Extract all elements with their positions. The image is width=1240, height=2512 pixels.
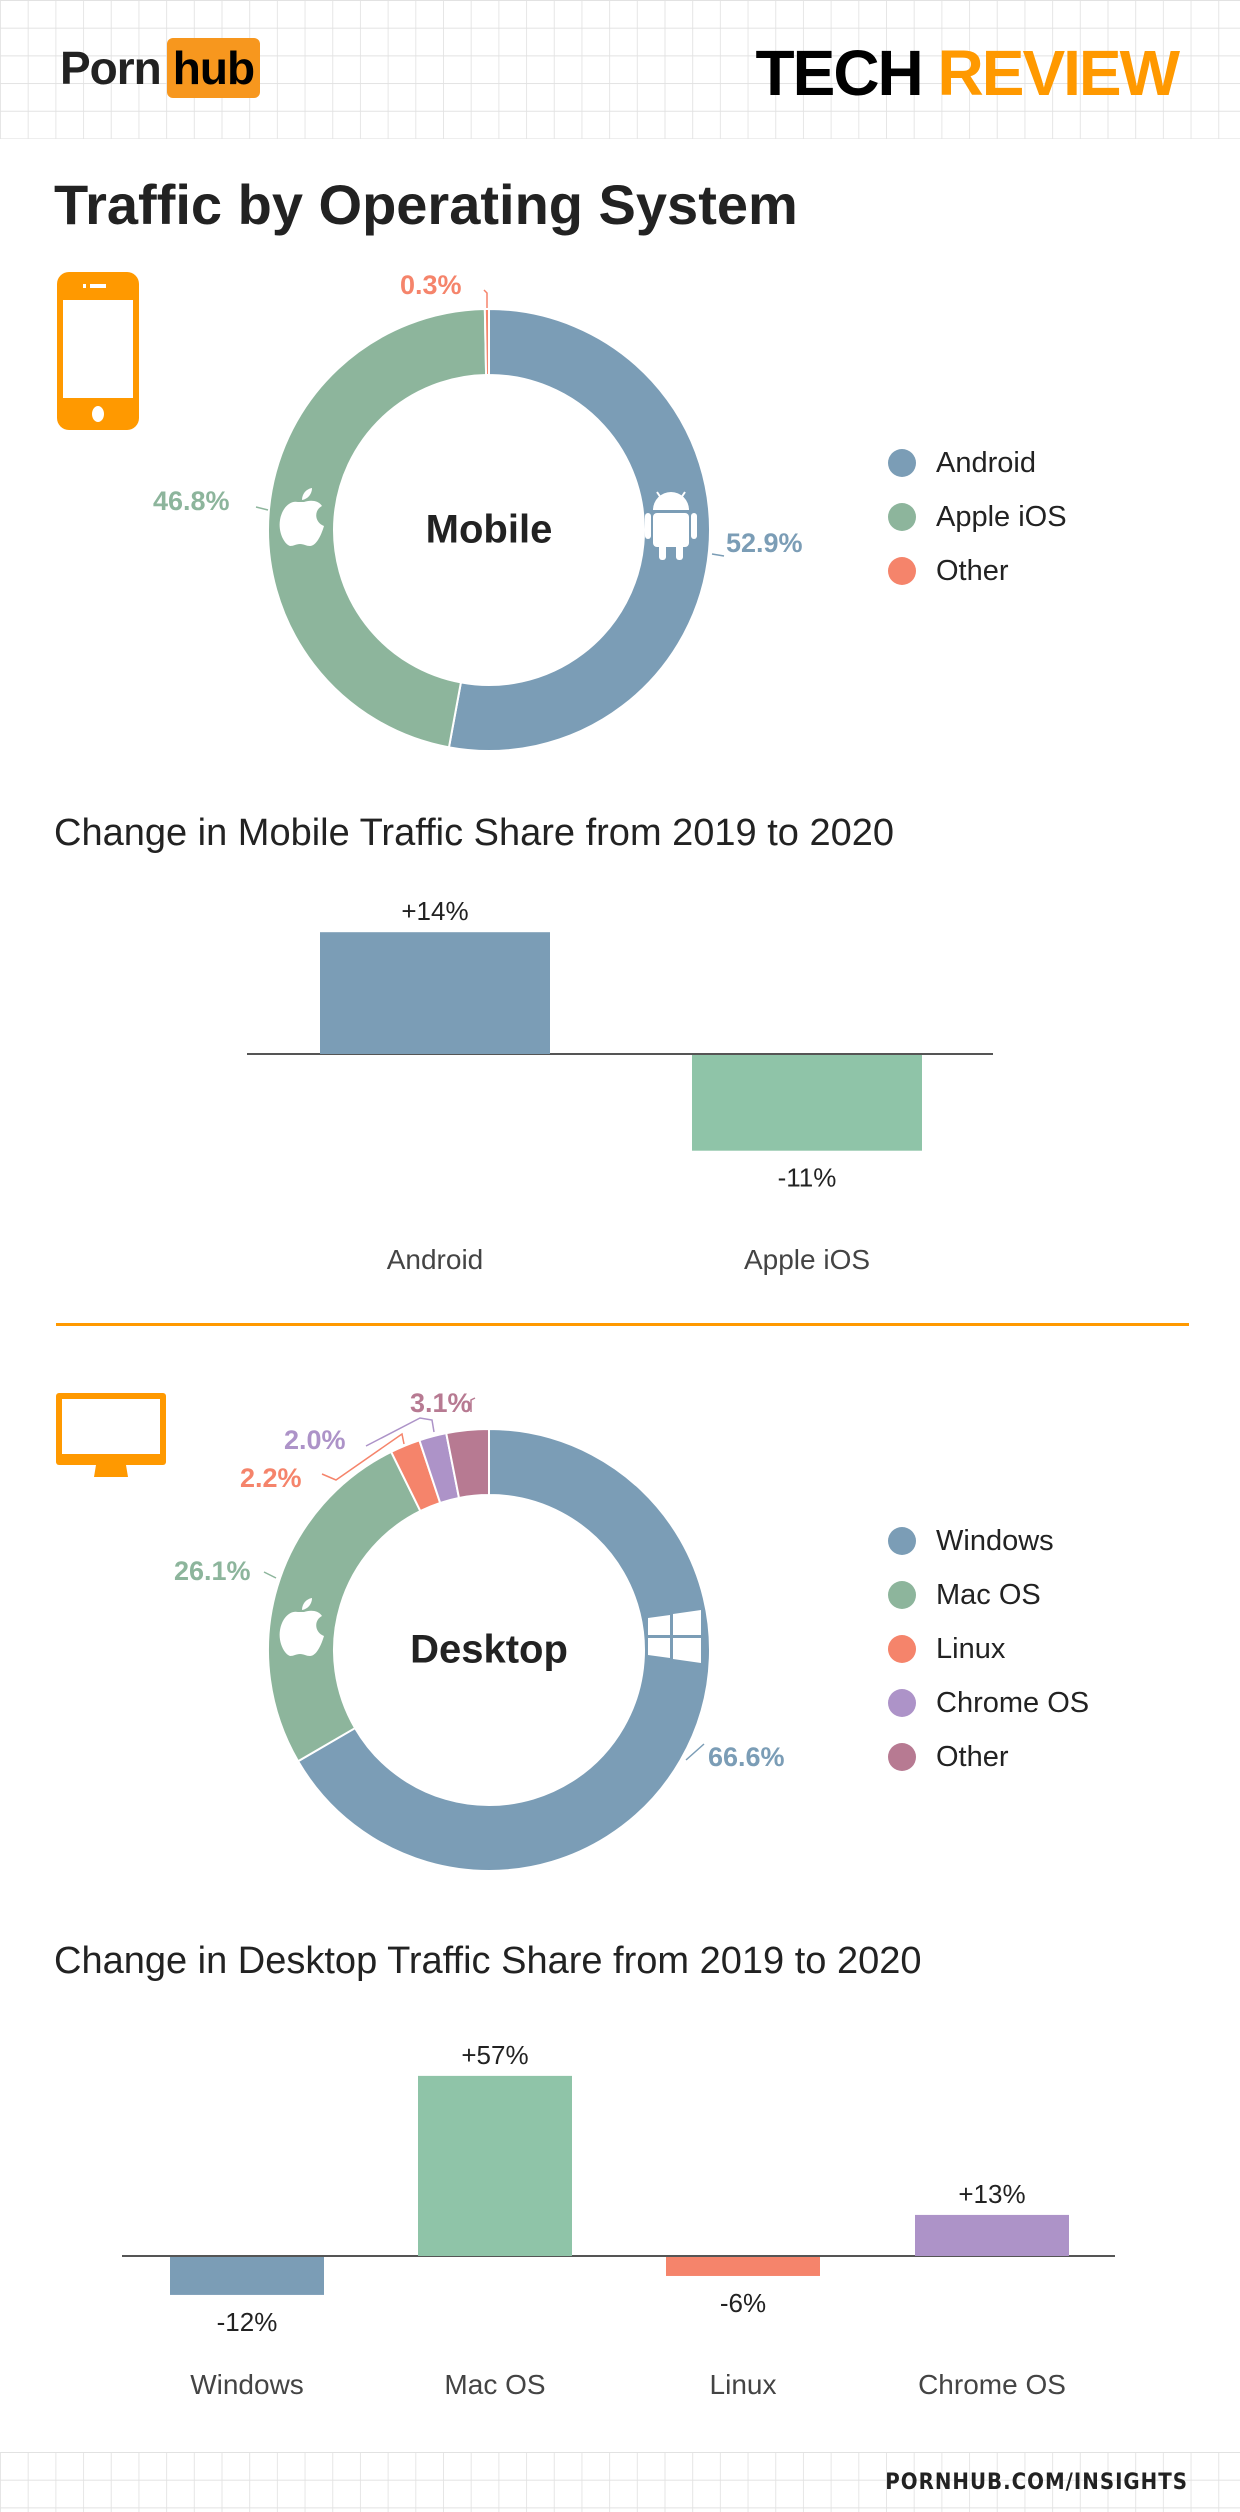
- legend-dot: [888, 1527, 916, 1555]
- review-text: REVIEW: [937, 37, 1180, 109]
- pornhub-logo: Porn hub: [60, 38, 261, 98]
- donut-center-label: Desktop: [410, 1627, 568, 1672]
- legend-label: Apple iOS: [936, 500, 1067, 533]
- bar-value-label: -6%: [720, 2288, 766, 2318]
- legend-dot: [888, 1743, 916, 1771]
- page-title: Traffic by Operating System: [54, 173, 798, 236]
- legend-dot: [888, 449, 916, 477]
- bar-value-label: +57%: [461, 2040, 528, 2070]
- donut-slice-apple-ios: [267, 308, 488, 749]
- category-label: Android: [387, 1244, 484, 1275]
- mobile-donut-chart: [255, 289, 725, 752]
- bar-mac-os: [418, 2075, 572, 2256]
- category-label: Mac OS: [444, 2369, 545, 2400]
- legend-label: Other: [936, 554, 1009, 587]
- donut-slice-android: [447, 307, 711, 752]
- smartphone-icon: [57, 272, 139, 430]
- tech-text: TECH: [755, 37, 924, 109]
- legend-item-ios: Apple iOS: [888, 490, 1067, 544]
- legend-label: Other: [936, 1740, 1009, 1773]
- legend-item-other: Other: [888, 1730, 1089, 1784]
- bar-linux: [666, 2257, 820, 2276]
- category-label: Linux: [710, 2369, 777, 2400]
- bar-windows: [170, 2257, 324, 2295]
- mobile-change-bar-chart: +14% Android -11% Apple iOS: [247, 896, 993, 1275]
- tech-review-heading: TECH REVIEW: [755, 37, 1180, 109]
- legend-dot: [888, 557, 916, 585]
- section-divider: [56, 1323, 1189, 1326]
- category-label: Chrome OS: [918, 2369, 1066, 2400]
- legend-label: Mac OS: [936, 1578, 1041, 1611]
- logo-text: Porn: [60, 42, 162, 94]
- logo-hub-text: hub: [166, 38, 261, 98]
- legend-label: Android: [936, 446, 1036, 479]
- slice-label-other: 3.1%: [410, 1388, 472, 1418]
- slice-label-windows: 66.6%: [708, 1742, 785, 1772]
- apple-icon: [279, 1598, 324, 1656]
- slice-label-chrome-os: 2.0%: [284, 1425, 346, 1455]
- legend-dot: [888, 1689, 916, 1717]
- legend-item-android: Android: [888, 436, 1067, 490]
- legend-item-linux: Linux: [888, 1622, 1089, 1676]
- bar-apple-ios: [692, 1055, 922, 1151]
- mobile-change-title: Change in Mobile Traffic Share from 2019…: [54, 812, 895, 854]
- legend-label: Chrome OS: [936, 1686, 1090, 1719]
- bar-value-label: -12%: [217, 2307, 278, 2337]
- apple-icon: [279, 488, 324, 546]
- category-label: Windows: [190, 2369, 304, 2400]
- desktop-monitor-icon: [56, 1393, 166, 1477]
- slice-label-ios: 46.8%: [153, 486, 230, 516]
- donut-slice-windows: [296, 1427, 711, 1872]
- slice-label-other: 0.3%: [400, 270, 462, 300]
- bar-value-label: -11%: [778, 1163, 837, 1193]
- category-label: Apple iOS: [744, 1244, 870, 1275]
- donut-slice-other: [483, 307, 490, 377]
- bar-android: [320, 932, 550, 1054]
- windows-icon: [648, 1610, 701, 1663]
- legend-item-other: Other: [888, 544, 1067, 598]
- legend-dot: [888, 1635, 916, 1663]
- bar-value-label: +14%: [401, 896, 468, 926]
- android-icon: [645, 491, 697, 560]
- legend-dot: [888, 1581, 916, 1609]
- footer-url: PORNHUB.COM/INSIGHTS: [885, 2470, 1188, 2495]
- footer-grid-background: [0, 2452, 1240, 2512]
- donut-center-label: Mobile: [425, 507, 553, 552]
- legend-dot: [888, 503, 916, 531]
- donut-slice-mac-os: [267, 1450, 422, 1763]
- donut-slice-other: [445, 1427, 490, 1500]
- desktop-legend: Windows Mac OS Linux Chrome OS Other: [888, 1514, 1089, 1784]
- bar-chrome-os: [915, 2214, 1069, 2256]
- mobile-legend: Android Apple iOS Other: [888, 436, 1067, 598]
- legend-label: Windows: [936, 1524, 1054, 1557]
- legend-item-mac-os: Mac OS: [888, 1568, 1089, 1622]
- slice-label-mac-os: 26.1%: [174, 1556, 251, 1586]
- legend-label: Linux: [936, 1632, 1006, 1665]
- legend-item-windows: Windows: [888, 1514, 1089, 1568]
- desktop-change-title: Change in Desktop Traffic Share from 201…: [54, 1940, 922, 1982]
- legend-item-chrome-os: Chrome OS: [888, 1676, 1089, 1730]
- desktop-donut-chart: [263, 1397, 711, 1872]
- slice-label-linux: 2.2%: [240, 1463, 302, 1493]
- bar-value-label: +13%: [958, 2179, 1025, 2209]
- desktop-change-bar-chart: -12% Windows +57% Mac OS -6% Linux +13% Chrome …: [122, 2040, 1115, 2400]
- slice-label-android: 52.9%: [726, 528, 803, 558]
